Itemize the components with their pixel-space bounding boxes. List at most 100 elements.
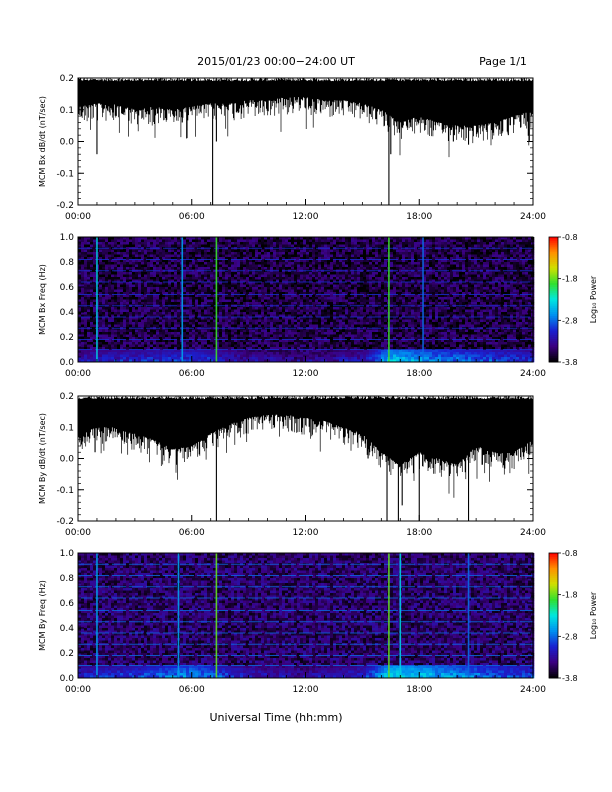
spectrogram-cell — [108, 352, 112, 355]
spectrogram-cell — [288, 279, 292, 283]
spectrogram-cell — [312, 294, 316, 298]
spectrogram-cell — [105, 237, 109, 240]
spectrogram-cell — [228, 337, 232, 340]
spectrogram-cell — [84, 252, 88, 255]
spectrogram-cell — [366, 324, 370, 328]
spectrogram-cell — [225, 344, 229, 348]
spectrogram-cell — [300, 259, 304, 263]
spectrogram-cell — [351, 292, 355, 295]
spectrogram-cell — [267, 342, 271, 345]
spectrogram-cell — [117, 359, 121, 363]
spectrogram-cell — [189, 302, 193, 305]
spectrogram-cell — [336, 347, 340, 350]
spectrogram-cell — [114, 354, 118, 358]
spectrogram-cell — [351, 329, 355, 333]
spectrogram-cell — [192, 302, 196, 305]
spectrogram-cell — [234, 249, 238, 253]
spectrogram-cell — [195, 337, 199, 340]
spectrogram-cell — [81, 257, 85, 260]
spectrogram-cell — [189, 244, 193, 248]
spectrogram-cell — [309, 287, 313, 290]
spectrogram-cell — [252, 339, 256, 343]
spectrogram-cell — [285, 314, 289, 318]
spectrogram-cell — [357, 314, 361, 318]
spectrogram-cell — [105, 257, 109, 260]
spectrogram-cell — [216, 354, 220, 358]
spectrogram-cell — [303, 337, 307, 340]
spectrogram-cell — [240, 274, 244, 278]
spectrogram-cell — [366, 314, 370, 318]
spectrogram-cell — [99, 314, 103, 318]
spectrogram-cell — [303, 284, 307, 288]
spectrogram-cell — [351, 337, 355, 340]
spectrogram-cell — [93, 294, 97, 298]
spectrogram-cell — [246, 287, 250, 290]
spectrogram-cell — [114, 264, 118, 268]
spectrogram-cell — [234, 354, 238, 358]
spectrogram-cell — [201, 282, 205, 285]
spectrogram-cell — [357, 237, 361, 240]
spectrogram-cell — [138, 322, 142, 325]
spectrogram-cell — [336, 307, 340, 310]
spectrogram-cell — [93, 317, 97, 320]
spectrogram-cell — [282, 282, 286, 285]
spectrogram-cell — [132, 329, 136, 333]
spectrogram-cell — [222, 287, 226, 290]
spectrogram-cell — [78, 287, 82, 290]
spectrogram-cell — [126, 264, 130, 268]
spectrogram-cell — [93, 339, 97, 343]
spectrogram-cell — [132, 272, 136, 275]
spectrogram-cell — [231, 317, 235, 320]
spectrogram-cell — [261, 302, 265, 305]
spectrogram-cell — [333, 277, 337, 280]
spectrogram-cell — [150, 277, 154, 280]
spectrogram-cell — [291, 314, 295, 318]
spectrogram-cell — [270, 239, 274, 243]
spectrogram-cell — [222, 254, 226, 258]
spectrogram-cell — [84, 307, 88, 310]
spectrogram-cell — [315, 284, 319, 288]
spectrogram-cell — [99, 344, 103, 348]
spectrogram-cell — [117, 322, 121, 325]
spectrogram-cell — [231, 347, 235, 350]
spectrogram-cell — [78, 252, 82, 255]
spectrogram-cell — [222, 319, 226, 323]
spectrogram-cell — [105, 334, 109, 338]
spectrogram-cell — [303, 242, 307, 245]
spectrogram-cell — [126, 327, 130, 330]
spectrogram-cell — [108, 259, 112, 263]
spectrogram-cell — [210, 239, 214, 243]
spectrogram-cell — [99, 309, 103, 313]
spectrogram-cell — [357, 332, 361, 335]
spectrogram-cell — [84, 292, 88, 295]
spectrogram-cell — [222, 252, 226, 255]
spectrogram-cell — [324, 354, 328, 358]
spectrogram-cell — [219, 272, 223, 275]
spectrogram-cell — [231, 264, 235, 268]
spectrogram-cell — [123, 279, 127, 283]
spectrogram-cell — [345, 357, 349, 360]
spectrogram-cell — [192, 289, 196, 293]
spectrogram-cell — [309, 312, 313, 315]
spectrogram-cell — [279, 249, 283, 253]
spectrogram-cell — [201, 264, 205, 268]
spectrogram-cell — [297, 312, 301, 315]
spectrogram-cell — [246, 317, 250, 320]
spectrogram-cell — [156, 342, 160, 345]
spectrogram-cell — [177, 237, 181, 240]
spectrogram-cell — [351, 277, 355, 280]
spectrogram-cell — [126, 324, 130, 328]
spectrogram-cell — [273, 267, 277, 270]
spectrogram-cell — [237, 359, 241, 363]
spectrogram-cell — [348, 324, 352, 328]
spectrogram-cell — [330, 282, 334, 285]
spectrogram-cell — [351, 332, 355, 335]
spectrogram-cell — [267, 262, 271, 265]
spectrogram-cell — [159, 324, 163, 328]
spectrogram-cell — [198, 307, 202, 310]
spectrogram-cell — [120, 329, 124, 333]
spectrogram-cell — [201, 324, 205, 328]
spectrogram-cell — [354, 257, 358, 260]
spectrogram-cell — [126, 347, 130, 350]
spectrogram-cell — [291, 317, 295, 320]
